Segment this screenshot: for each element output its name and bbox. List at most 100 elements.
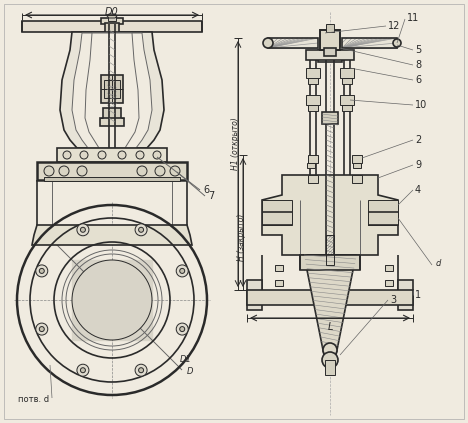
Polygon shape xyxy=(72,33,152,148)
Text: 7: 7 xyxy=(208,191,214,201)
Bar xyxy=(340,95,354,105)
Polygon shape xyxy=(304,255,356,355)
Bar xyxy=(398,280,413,310)
Circle shape xyxy=(263,38,273,48)
Circle shape xyxy=(63,151,71,159)
Circle shape xyxy=(139,368,144,373)
Text: 5: 5 xyxy=(415,45,421,55)
Bar xyxy=(352,175,362,183)
Circle shape xyxy=(170,166,180,176)
Bar xyxy=(352,155,362,163)
Text: 4: 4 xyxy=(415,185,421,195)
Bar xyxy=(320,30,340,50)
Circle shape xyxy=(176,265,188,277)
Polygon shape xyxy=(60,32,164,148)
Circle shape xyxy=(323,343,337,357)
Circle shape xyxy=(153,151,161,159)
Text: 3: 3 xyxy=(390,295,396,305)
Circle shape xyxy=(155,166,165,176)
Text: 10: 10 xyxy=(415,100,427,110)
Bar xyxy=(353,163,361,168)
Text: d: d xyxy=(436,259,441,269)
Polygon shape xyxy=(262,175,398,255)
Text: 1: 1 xyxy=(415,290,421,300)
Circle shape xyxy=(137,166,147,176)
Circle shape xyxy=(80,151,88,159)
Text: потв. d: потв. d xyxy=(18,396,49,404)
Bar xyxy=(308,78,318,84)
Text: H (закрыто): H (закрыто) xyxy=(236,213,246,261)
Bar xyxy=(385,265,393,271)
Text: H1 (открыто): H1 (открыто) xyxy=(232,118,241,170)
Bar xyxy=(326,24,334,32)
Bar xyxy=(37,162,187,180)
Bar xyxy=(307,163,315,168)
Text: D1: D1 xyxy=(180,355,192,365)
Text: D: D xyxy=(187,368,193,376)
Bar xyxy=(320,30,340,50)
Circle shape xyxy=(176,323,188,335)
Bar xyxy=(108,16,116,21)
Bar xyxy=(268,38,318,48)
Circle shape xyxy=(98,151,106,159)
Circle shape xyxy=(36,265,48,277)
Polygon shape xyxy=(107,14,117,18)
Bar xyxy=(275,280,283,286)
Text: 2: 2 xyxy=(415,135,421,145)
Bar xyxy=(275,265,283,271)
Text: D0: D0 xyxy=(105,7,119,17)
Bar xyxy=(342,105,352,111)
Bar xyxy=(368,200,398,225)
Text: 8: 8 xyxy=(415,60,421,70)
Circle shape xyxy=(139,227,144,232)
Text: 6: 6 xyxy=(203,185,209,195)
Text: 9: 9 xyxy=(415,160,421,170)
Bar xyxy=(300,255,360,270)
Polygon shape xyxy=(326,235,334,265)
Text: L: L xyxy=(327,322,333,332)
Polygon shape xyxy=(268,38,318,48)
Text: 6: 6 xyxy=(415,75,421,85)
Circle shape xyxy=(180,327,185,332)
Circle shape xyxy=(180,269,185,273)
Bar xyxy=(100,118,124,126)
Circle shape xyxy=(39,269,44,273)
Bar xyxy=(324,48,336,56)
Bar xyxy=(306,68,320,78)
Polygon shape xyxy=(22,21,202,32)
Circle shape xyxy=(36,323,48,335)
Circle shape xyxy=(322,352,338,368)
Bar xyxy=(340,68,354,78)
Bar xyxy=(342,78,352,84)
Text: 12: 12 xyxy=(388,21,401,31)
Bar xyxy=(342,38,397,48)
Bar xyxy=(104,80,120,98)
Circle shape xyxy=(135,364,147,376)
Bar xyxy=(105,23,119,33)
Bar xyxy=(308,175,318,183)
Circle shape xyxy=(44,166,54,176)
Text: 11: 11 xyxy=(407,13,419,23)
Circle shape xyxy=(72,260,152,340)
Polygon shape xyxy=(85,33,139,148)
Circle shape xyxy=(77,364,89,376)
Circle shape xyxy=(136,151,144,159)
Bar xyxy=(101,18,123,24)
Bar xyxy=(322,112,338,124)
Bar xyxy=(326,235,334,265)
Bar xyxy=(318,50,342,62)
Bar xyxy=(44,177,180,181)
Bar xyxy=(306,95,320,105)
Circle shape xyxy=(80,227,86,232)
Circle shape xyxy=(77,224,89,236)
Circle shape xyxy=(59,166,69,176)
Bar xyxy=(101,75,123,103)
Bar xyxy=(325,360,335,375)
Bar xyxy=(308,155,318,163)
Bar xyxy=(262,200,292,225)
Circle shape xyxy=(118,151,126,159)
Polygon shape xyxy=(320,30,340,50)
Circle shape xyxy=(77,166,87,176)
Circle shape xyxy=(39,327,44,332)
Bar xyxy=(57,148,167,162)
